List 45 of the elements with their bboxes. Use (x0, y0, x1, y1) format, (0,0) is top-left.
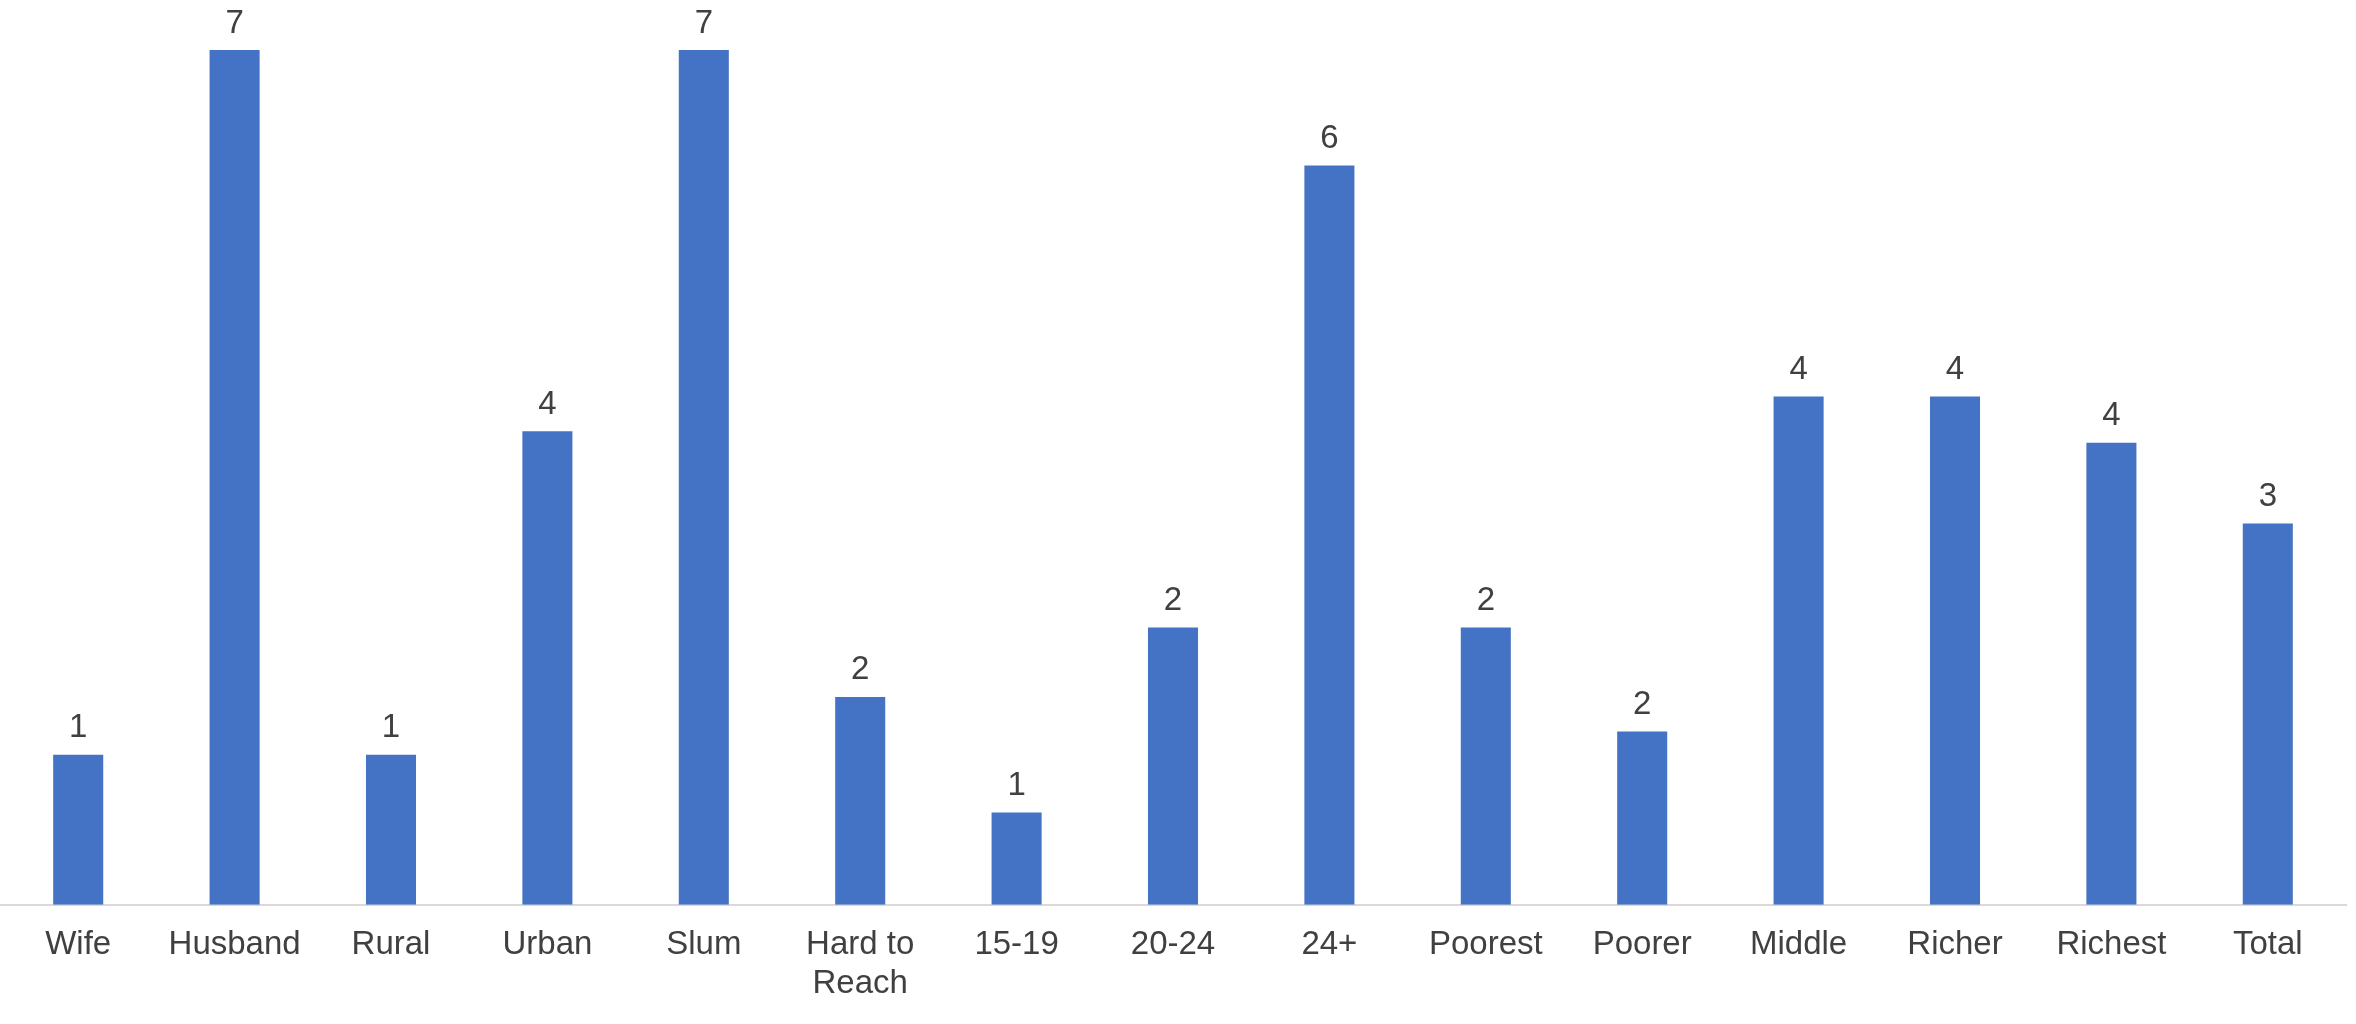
data-label: 1 (69, 707, 88, 745)
x-tick-label: Middle (1749, 923, 1848, 961)
data-label: 4 (2102, 395, 2121, 433)
bar (1929, 396, 1981, 905)
bar (991, 812, 1042, 905)
bar (2242, 523, 2293, 905)
bar (53, 754, 104, 905)
x-tick-label: 20-24 (1130, 923, 1216, 961)
data-label: 2 (1476, 580, 1495, 618)
bar (1773, 396, 1824, 905)
data-label: 6 (1320, 118, 1339, 156)
bar (1460, 627, 1511, 905)
bar (2086, 442, 2137, 905)
data-label: 4 (1789, 349, 1808, 387)
bar (209, 50, 260, 905)
x-tick-label: 24+ (1301, 923, 1358, 961)
x-tick-label: Richest (2056, 923, 2167, 961)
bar (365, 754, 417, 905)
x-tick-label: Hard to Reach (806, 923, 915, 1001)
data-label: 2 (851, 649, 870, 687)
x-tick-label: Husband (168, 923, 301, 961)
data-label: 1 (1007, 764, 1026, 802)
data-label: 2 (1633, 684, 1652, 722)
x-tick-label: Richer (1907, 923, 2003, 961)
bar (522, 431, 573, 905)
x-tick-label: 15-19 (974, 923, 1059, 961)
data-label: 1 (381, 707, 401, 745)
x-tick-label: Total (2232, 923, 2303, 961)
data-label: 3 (2258, 476, 2277, 514)
x-tick-label: Poorer (1592, 923, 1692, 961)
data-label: 7 (694, 2, 713, 40)
bar (835, 696, 886, 905)
data-label: 2 (1163, 580, 1183, 618)
bar (678, 50, 729, 905)
bar (1147, 627, 1199, 905)
x-tick-label: Urban (502, 923, 593, 961)
data-label: 4 (538, 383, 557, 421)
data-label: 7 (225, 2, 244, 40)
x-tick-label: Slum (666, 923, 742, 961)
x-tick-label: Rural (351, 923, 431, 961)
bar (1304, 165, 1355, 905)
x-tick-label: Poorest (1428, 923, 1543, 961)
x-tick-label: Wife (45, 923, 112, 961)
data-label: 4 (1945, 349, 1965, 387)
bar (1617, 731, 1668, 905)
